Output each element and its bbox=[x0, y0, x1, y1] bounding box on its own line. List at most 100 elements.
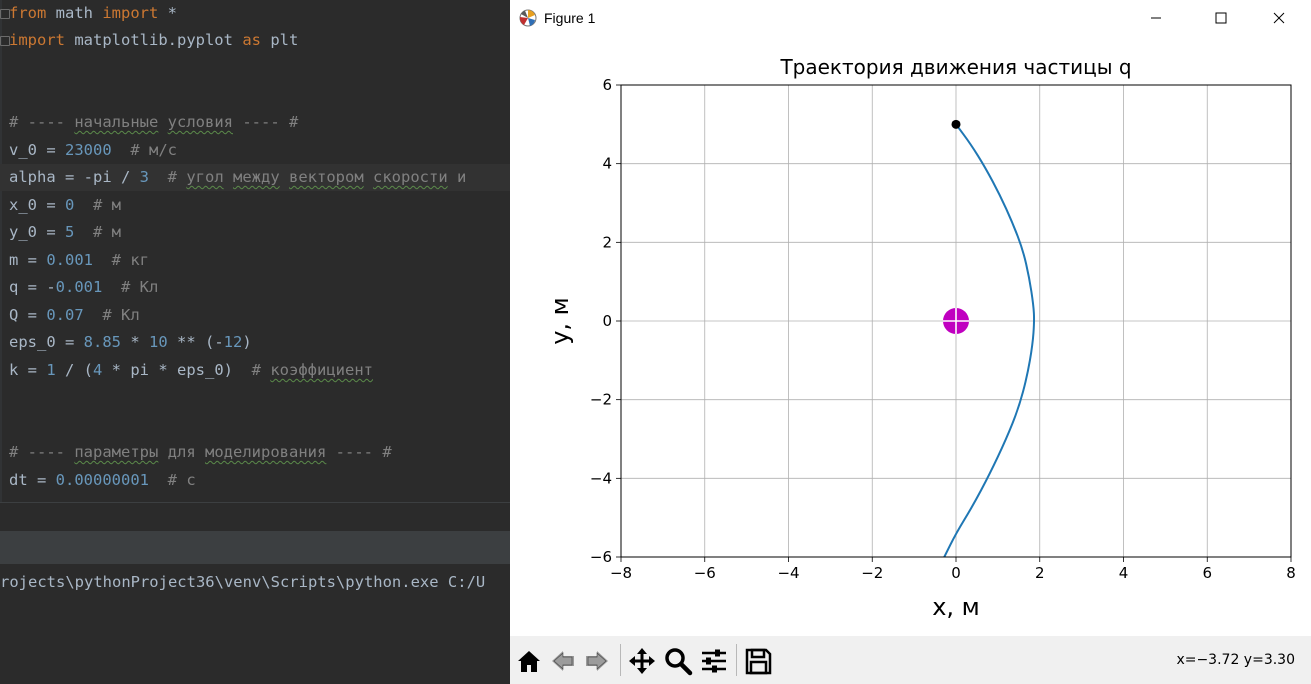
home-icon[interactable] bbox=[514, 646, 544, 676]
code-line: dt = 0.00000001 # с bbox=[9, 467, 196, 494]
fold-marker-icon[interactable] bbox=[0, 36, 10, 46]
x-tick-label: −2 bbox=[861, 564, 883, 582]
trajectory-line bbox=[943, 123, 1036, 557]
save-icon[interactable] bbox=[743, 646, 773, 676]
matplotlib-app-icon bbox=[519, 9, 537, 27]
x-tick-label: 0 bbox=[951, 564, 961, 582]
code-token: 1 bbox=[46, 361, 56, 379]
code-token: * bbox=[158, 4, 177, 22]
code-token: 8.85 bbox=[83, 333, 121, 351]
zoom-icon[interactable] bbox=[663, 646, 693, 676]
code-token: 0.001 bbox=[55, 278, 103, 296]
code-token: math bbox=[46, 4, 103, 22]
code-token bbox=[224, 168, 233, 186]
y-tick-label: −6 bbox=[590, 548, 612, 566]
code-line: q = -0.001 # Кл bbox=[9, 274, 158, 301]
code-line: from math import * bbox=[9, 0, 177, 27]
figure-window: Figure 1 −8 −6 −4 −2 0 2 4 6 8 −6 −4 −2 0 2 4 6 Траектор… bbox=[510, 0, 1311, 684]
code-token: для bbox=[158, 443, 205, 461]
code-line: k = 1 / (4 * pi * eps_0) # коэффициент bbox=[9, 357, 373, 384]
console-command-line: rojects\pythonProject36\venv\Scripts\pyt… bbox=[0, 573, 486, 591]
code-token: plt bbox=[260, 31, 299, 49]
code-token: ** (- bbox=[167, 333, 224, 351]
code-token: 0 bbox=[65, 196, 75, 214]
y-tick-label: −4 bbox=[590, 469, 612, 487]
code-line: import matplotlib.pyplot as plt bbox=[9, 27, 298, 54]
x-axis-label: x, м bbox=[932, 593, 980, 621]
code-line: Q = 0.07 # Кл bbox=[9, 302, 140, 329]
code-token: v_0 = bbox=[9, 141, 65, 159]
code-token: ---- # bbox=[233, 113, 299, 131]
chart-title: Траектория движения частицы q bbox=[779, 55, 1131, 79]
code-token: # ---- bbox=[9, 113, 75, 131]
code-token: # Кл bbox=[102, 278, 159, 296]
back-icon[interactable] bbox=[548, 646, 578, 676]
code-token: и bbox=[447, 168, 467, 186]
x-tick-label: −4 bbox=[777, 564, 799, 582]
close-button[interactable] bbox=[1256, 0, 1302, 36]
code-token: скорости bbox=[373, 168, 448, 186]
maximize-button[interactable] bbox=[1198, 0, 1244, 36]
y-tick-label: 6 bbox=[602, 76, 612, 94]
fold-marker-icon[interactable] bbox=[0, 9, 10, 19]
minimize-button[interactable] bbox=[1133, 0, 1179, 36]
editor-gutter bbox=[0, 0, 2, 502]
code-token: y_0 = bbox=[9, 223, 65, 241]
code-token: условия bbox=[167, 113, 233, 131]
code-token: моделирования bbox=[205, 443, 327, 461]
code-token: x_0 = bbox=[9, 196, 65, 214]
x-tick-label: 4 bbox=[1119, 564, 1129, 582]
code-token: matplotlib.pyplot bbox=[65, 31, 243, 49]
code-token: 12 bbox=[223, 333, 243, 351]
y-tick-label: −2 bbox=[590, 391, 612, 409]
code-token: параметры bbox=[74, 443, 159, 461]
navigation-toolbar: x=−3.72 y=3.30 bbox=[510, 636, 1311, 684]
toolbar-separator bbox=[620, 644, 621, 676]
code-token: коэффициент bbox=[270, 361, 373, 379]
code-token: угол bbox=[186, 168, 224, 186]
pan-icon[interactable] bbox=[627, 646, 657, 676]
editor-status-strip bbox=[0, 502, 510, 531]
cursor-coordinates: x=−3.72 y=3.30 bbox=[1176, 652, 1295, 668]
code-token: as bbox=[242, 31, 261, 49]
code-token bbox=[364, 168, 373, 186]
y-tick-label: 2 bbox=[602, 233, 612, 251]
code-token: 0.00000001 bbox=[55, 471, 149, 489]
start-point-marker bbox=[951, 119, 961, 129]
code-token: # м/с bbox=[111, 141, 177, 159]
code-token: / ( bbox=[55, 361, 93, 379]
code-token: вектором bbox=[289, 168, 364, 186]
code-token: 0.001 bbox=[46, 251, 93, 269]
toolbar-separator bbox=[736, 644, 737, 676]
code-token: 0.07 bbox=[46, 306, 84, 324]
code-token: import bbox=[102, 4, 159, 22]
configure-subplots-icon[interactable] bbox=[699, 646, 729, 676]
code-token: * bbox=[120, 333, 149, 351]
code-token: # м bbox=[74, 196, 122, 214]
code-token: # bbox=[149, 168, 187, 186]
code-line: x_0 = 0 # м bbox=[9, 192, 121, 219]
y-tick-label: 4 bbox=[602, 155, 612, 173]
code-token: # bbox=[233, 361, 271, 379]
run-console[interactable]: rojects\pythonProject36\venv\Scripts\pyt… bbox=[0, 564, 510, 684]
maximize-icon bbox=[1215, 12, 1227, 24]
forward-icon[interactable] bbox=[582, 646, 612, 676]
code-token: # ---- bbox=[9, 443, 75, 461]
code-token: * pi * eps_0) bbox=[102, 361, 233, 379]
code-token: 3 bbox=[139, 168, 149, 186]
code-line: alpha = -pi / 3 # угол между вектором ск… bbox=[0, 164, 510, 191]
code-token: 4 bbox=[93, 361, 103, 379]
code-token: m = bbox=[9, 251, 47, 269]
x-tick-label: −8 bbox=[610, 564, 632, 582]
figure-titlebar[interactable]: Figure 1 bbox=[510, 0, 1311, 36]
code-line: m = 0.001 # кг bbox=[9, 247, 149, 274]
x-tick-label: 6 bbox=[1202, 564, 1212, 582]
code-token: from bbox=[9, 4, 47, 22]
code-token: 5 bbox=[65, 223, 75, 241]
code-token: # м bbox=[74, 223, 122, 241]
code-editor[interactable]: from math import * import matplotlib.pypl… bbox=[0, 0, 510, 502]
figure-title: Figure 1 bbox=[544, 10, 596, 26]
code-token bbox=[280, 168, 289, 186]
code-token: 10 bbox=[148, 333, 168, 351]
